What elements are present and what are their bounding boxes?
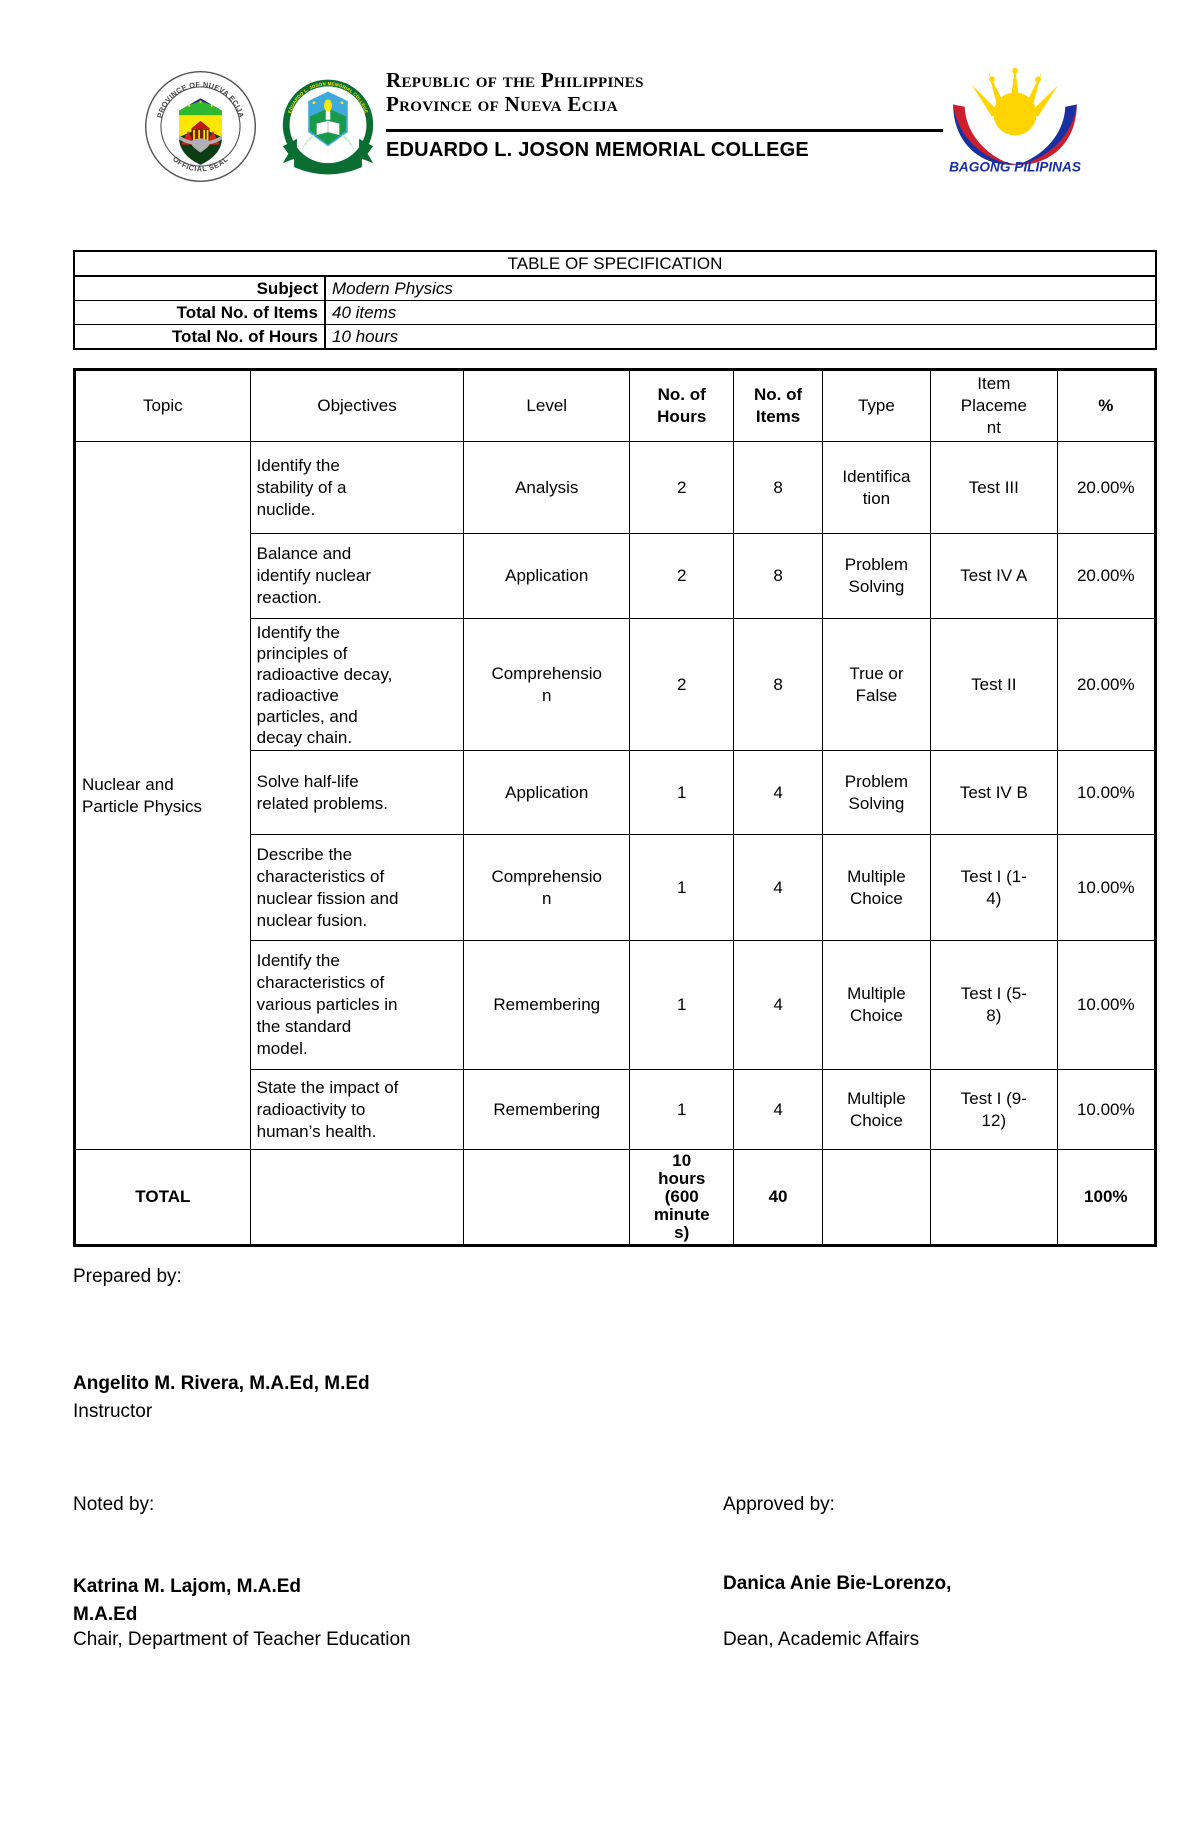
svg-text:BAGONG PILIPINAS: BAGONG PILIPINAS (949, 159, 1081, 174)
